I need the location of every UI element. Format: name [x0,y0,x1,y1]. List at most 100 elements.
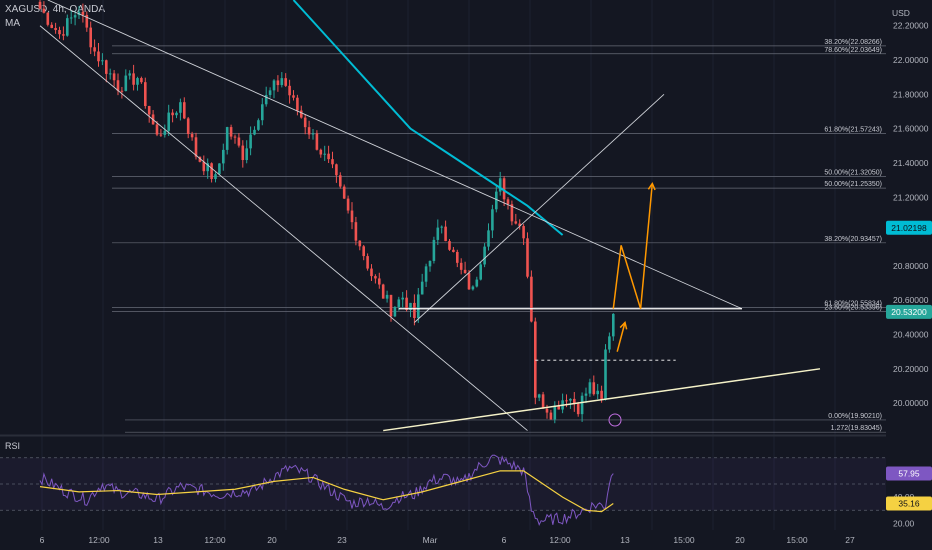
down-candle [62,34,65,36]
chart-grid [0,0,886,530]
down-candle [296,97,299,111]
up-candle [249,134,252,149]
fib-label: 1.272(19.83045) [831,425,882,432]
price-tick-label: 21.40000 [893,158,929,168]
down-candle [159,134,163,136]
down-candle [300,110,303,118]
time-tick-label: 20 [735,535,745,545]
rising-trendline [414,94,665,323]
down-candle [85,14,89,28]
ma-indicator-label[interactable]: MA [5,18,20,29]
price-badges: 21.02198 20.53200 57.95 35.16 [886,220,932,511]
up-candle [409,302,412,310]
fib-label: 50.00%(21.25350) [824,181,882,188]
candles [38,0,615,424]
down-candle [565,400,568,402]
down-candle [140,78,143,83]
trend-drawings [39,0,821,432]
rsi-label[interactable]: RSI [5,441,21,451]
up-candle [124,75,128,92]
up-candle [440,226,443,228]
down-candle [194,137,198,157]
rsi-badge: 57.95 [898,469,920,479]
price-tick-label: 20.20000 [893,364,929,374]
up-candle [272,80,276,91]
up-candle [569,398,572,401]
down-candle [155,124,159,135]
time-tick-label: 15:00 [673,535,695,545]
time-tick-label: 6 [502,535,507,545]
lightning-icon [608,413,622,427]
up-candle [167,112,170,131]
up-candle [475,279,479,287]
down-candle [592,382,596,395]
fib-label: 38.20%(22.08266) [824,39,882,46]
up-candle [580,395,584,415]
down-candle [210,163,213,180]
time-tick-label: 13 [620,535,630,545]
up-candle [264,94,268,105]
down-candle [600,390,603,400]
down-candle [366,256,369,269]
down-candle [502,178,506,200]
down-candle [381,284,385,299]
down-candle [46,12,50,25]
rsi-tick-label: 20.00 [893,518,915,528]
price-axis: 22.20000 22.00000 21.80000 21.60000 21.40000… [893,21,929,529]
rsi-badge-bg [886,466,932,481]
down-candle [190,134,194,138]
down-candle [42,8,46,13]
rsi-badge: 35.16 [898,499,920,509]
down-candle [413,302,416,319]
up-candle [311,133,315,135]
down-candle [171,112,174,116]
rsi-pane [0,454,886,526]
support-trendline [383,368,821,432]
rsi-line [39,454,614,526]
down-candle [374,276,377,279]
up-candle [401,297,404,300]
down-candle [50,24,53,28]
down-candle [319,149,323,155]
projection-arrows [608,181,656,427]
price-badge-bg [886,304,932,319]
down-candle [350,210,354,223]
up-candle [553,405,557,420]
down-candle [284,78,287,86]
up-candle [584,393,588,396]
down-candle [93,47,96,52]
price-tick-label: 20.00000 [893,398,929,408]
up-candle [136,78,139,85]
up-candle [218,163,221,175]
up-candle [323,153,326,155]
up-candle [179,102,182,113]
arrow-head [647,181,656,191]
price-tick-label: 22.20000 [893,21,929,31]
up-candle [66,18,69,36]
up-candle [491,209,494,231]
down-candle [97,51,100,62]
up-candle [428,260,432,267]
up-candle [163,130,167,135]
up-candle [397,299,401,307]
down-candle [288,85,291,96]
price-tick-label: 20.80000 [893,261,929,271]
time-tick-label: 12:00 [204,535,226,545]
down-candle [241,145,245,161]
down-candle [229,127,233,137]
down-candle [405,297,408,310]
down-candle [541,394,545,409]
fib-label: 61.80%(21.57243) [824,126,882,133]
down-candle [573,398,576,404]
price-badge: 21.02198 [891,223,927,233]
price-tick-label: 21.20000 [893,192,929,202]
down-candle [303,117,307,128]
up-candle [424,266,428,282]
time-tick-label: 13 [153,535,163,545]
up-candle [108,73,112,75]
down-candle [58,30,61,35]
down-candle [448,241,451,250]
down-candle [530,276,533,322]
price-badge: 20.53200 [891,307,927,317]
